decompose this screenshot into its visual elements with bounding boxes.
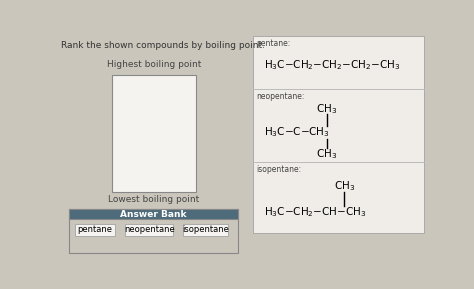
- Text: isopentane:: isopentane:: [256, 165, 301, 174]
- Text: H$_3$C$-$C$-$CH$_3$: H$_3$C$-$C$-$CH$_3$: [264, 125, 330, 139]
- Text: neopentane:: neopentane:: [256, 92, 304, 101]
- Text: Answer Bank: Answer Bank: [120, 210, 186, 218]
- Text: isopentane: isopentane: [182, 225, 229, 234]
- Text: H$_3$C$-$CH$_2$$-$CH$-$CH$_3$: H$_3$C$-$CH$_2$$-$CH$-$CH$_3$: [264, 205, 366, 219]
- Text: pentane:: pentane:: [256, 39, 291, 48]
- Text: neopentane: neopentane: [124, 225, 174, 234]
- Text: H$_3$C$-$CH$_2$$-$CH$_2$$-$CH$_2$$-$CH$_3$: H$_3$C$-$CH$_2$$-$CH$_2$$-$CH$_2$$-$CH$_…: [264, 59, 400, 72]
- FancyBboxPatch shape: [125, 224, 173, 236]
- Text: Rank the shown compounds by boiling point.: Rank the shown compounds by boiling poin…: [61, 41, 265, 50]
- FancyBboxPatch shape: [183, 224, 228, 236]
- FancyBboxPatch shape: [69, 209, 237, 219]
- FancyBboxPatch shape: [69, 209, 237, 253]
- Text: CH$_3$: CH$_3$: [334, 179, 355, 193]
- Text: CH$_3$: CH$_3$: [316, 147, 337, 161]
- Text: CH$_3$: CH$_3$: [316, 102, 337, 116]
- FancyBboxPatch shape: [75, 224, 115, 236]
- Text: Lowest boiling point: Lowest boiling point: [108, 195, 200, 204]
- FancyBboxPatch shape: [112, 75, 196, 192]
- Text: Highest boiling point: Highest boiling point: [107, 60, 201, 68]
- Text: pentane: pentane: [77, 225, 112, 234]
- FancyBboxPatch shape: [253, 36, 423, 233]
